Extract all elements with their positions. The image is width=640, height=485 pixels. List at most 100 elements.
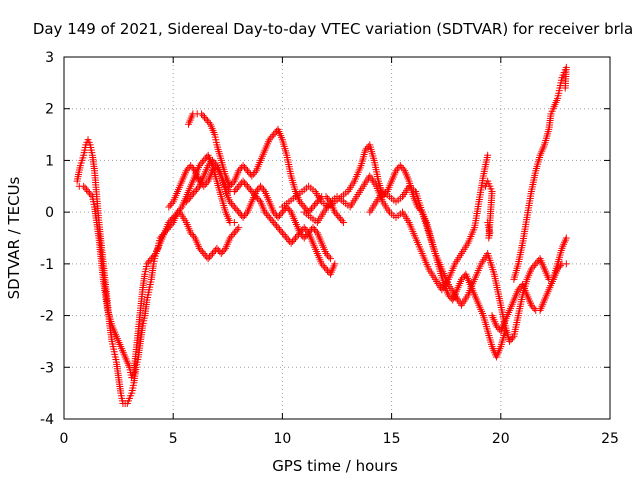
data-point: [530, 305, 538, 313]
data-point: [270, 208, 278, 216]
data-point: [182, 167, 190, 175]
data-point: [210, 158, 218, 166]
data-point: [252, 187, 260, 195]
data-point: [251, 168, 259, 176]
data-point: [201, 155, 209, 163]
data-point: [446, 293, 454, 301]
data-point: [207, 251, 215, 259]
data-point: [562, 260, 570, 268]
plot-frame: [63, 56, 611, 420]
data-point: [246, 186, 254, 194]
data-point: [484, 151, 492, 159]
data-point: [331, 208, 339, 216]
data-point: [200, 250, 208, 258]
data-point: [241, 163, 249, 171]
data-point: [209, 167, 217, 175]
data-point: [321, 263, 329, 271]
data-point: [198, 248, 206, 256]
data-point: [184, 196, 192, 204]
data-point: [306, 206, 314, 214]
data-point: [281, 232, 289, 240]
data-point: [84, 187, 92, 195]
data-point: [230, 229, 238, 237]
data-point: [303, 231, 311, 239]
data-point: [562, 234, 570, 242]
data-point: [209, 250, 217, 258]
data-point: [249, 170, 257, 178]
data-point: [283, 234, 291, 242]
data-point: [457, 275, 465, 283]
data-point: [289, 237, 297, 245]
data-point: [507, 336, 515, 344]
data-point: [227, 200, 235, 208]
data-point: [147, 255, 155, 263]
x-tick-label: 5: [169, 431, 178, 447]
data-point: [319, 262, 327, 270]
y-tick-label: 2: [45, 102, 54, 118]
data-point: [168, 215, 176, 223]
data-point: [197, 160, 205, 168]
x-tick-label: 25: [601, 431, 619, 447]
data-point: [233, 225, 241, 233]
data-point: [331, 260, 339, 268]
data-point: [197, 246, 205, 254]
data-point: [514, 286, 522, 294]
data-point: [284, 205, 292, 213]
y-tick-label: -2: [40, 309, 54, 325]
data-point: [226, 234, 234, 242]
data-point: [262, 210, 270, 218]
data-point: [322, 193, 330, 201]
data-point: [229, 231, 237, 239]
data-point: [340, 218, 348, 226]
data-point: [275, 212, 283, 220]
series-trace-7: [300, 151, 492, 294]
data-point: [243, 167, 251, 175]
data-point: [392, 167, 400, 175]
data-point: [168, 200, 176, 208]
data-point: [195, 162, 203, 170]
data-point: [188, 163, 196, 171]
data-point: [204, 255, 212, 263]
data-point: [308, 205, 316, 213]
data-point: [187, 193, 195, 201]
data-point: [187, 162, 195, 170]
data-point: [508, 334, 516, 342]
data-point: [194, 184, 202, 192]
series-trace-3: [182, 156, 339, 278]
data-point: [296, 198, 304, 206]
data-point: [190, 165, 198, 173]
data-point: [300, 234, 308, 242]
data-point: [398, 163, 406, 171]
data-point: [182, 198, 190, 206]
tick-labels: 0 5 10 15 20 25 -4 -3 -2 -1 0 1 2 3: [40, 50, 619, 447]
data-point: [324, 267, 332, 275]
data-point: [277, 227, 285, 235]
x-axis-label: GPS time / hours: [272, 457, 398, 475]
data-point: [233, 206, 241, 214]
data-point: [324, 251, 332, 259]
x-tick-label: 15: [383, 431, 401, 447]
data-point: [192, 186, 200, 194]
data-point: [492, 322, 500, 330]
y-tick-label: -1: [40, 257, 54, 273]
data-point: [188, 231, 196, 239]
data-point: [396, 162, 404, 170]
data-point: [527, 301, 535, 309]
data-point: [242, 210, 250, 218]
data-point: [257, 182, 265, 190]
data-point: [268, 132, 276, 140]
data-point: [195, 244, 203, 252]
data-point: [235, 182, 243, 190]
data-point: [310, 201, 318, 209]
data-point: [85, 189, 93, 197]
data-point: [219, 248, 227, 256]
data-point: [529, 303, 537, 311]
data-point: [494, 324, 502, 332]
data-point: [309, 203, 317, 211]
data-point: [201, 181, 209, 189]
data-point: [243, 182, 251, 190]
data-point: [484, 218, 492, 226]
data-point: [203, 179, 211, 187]
